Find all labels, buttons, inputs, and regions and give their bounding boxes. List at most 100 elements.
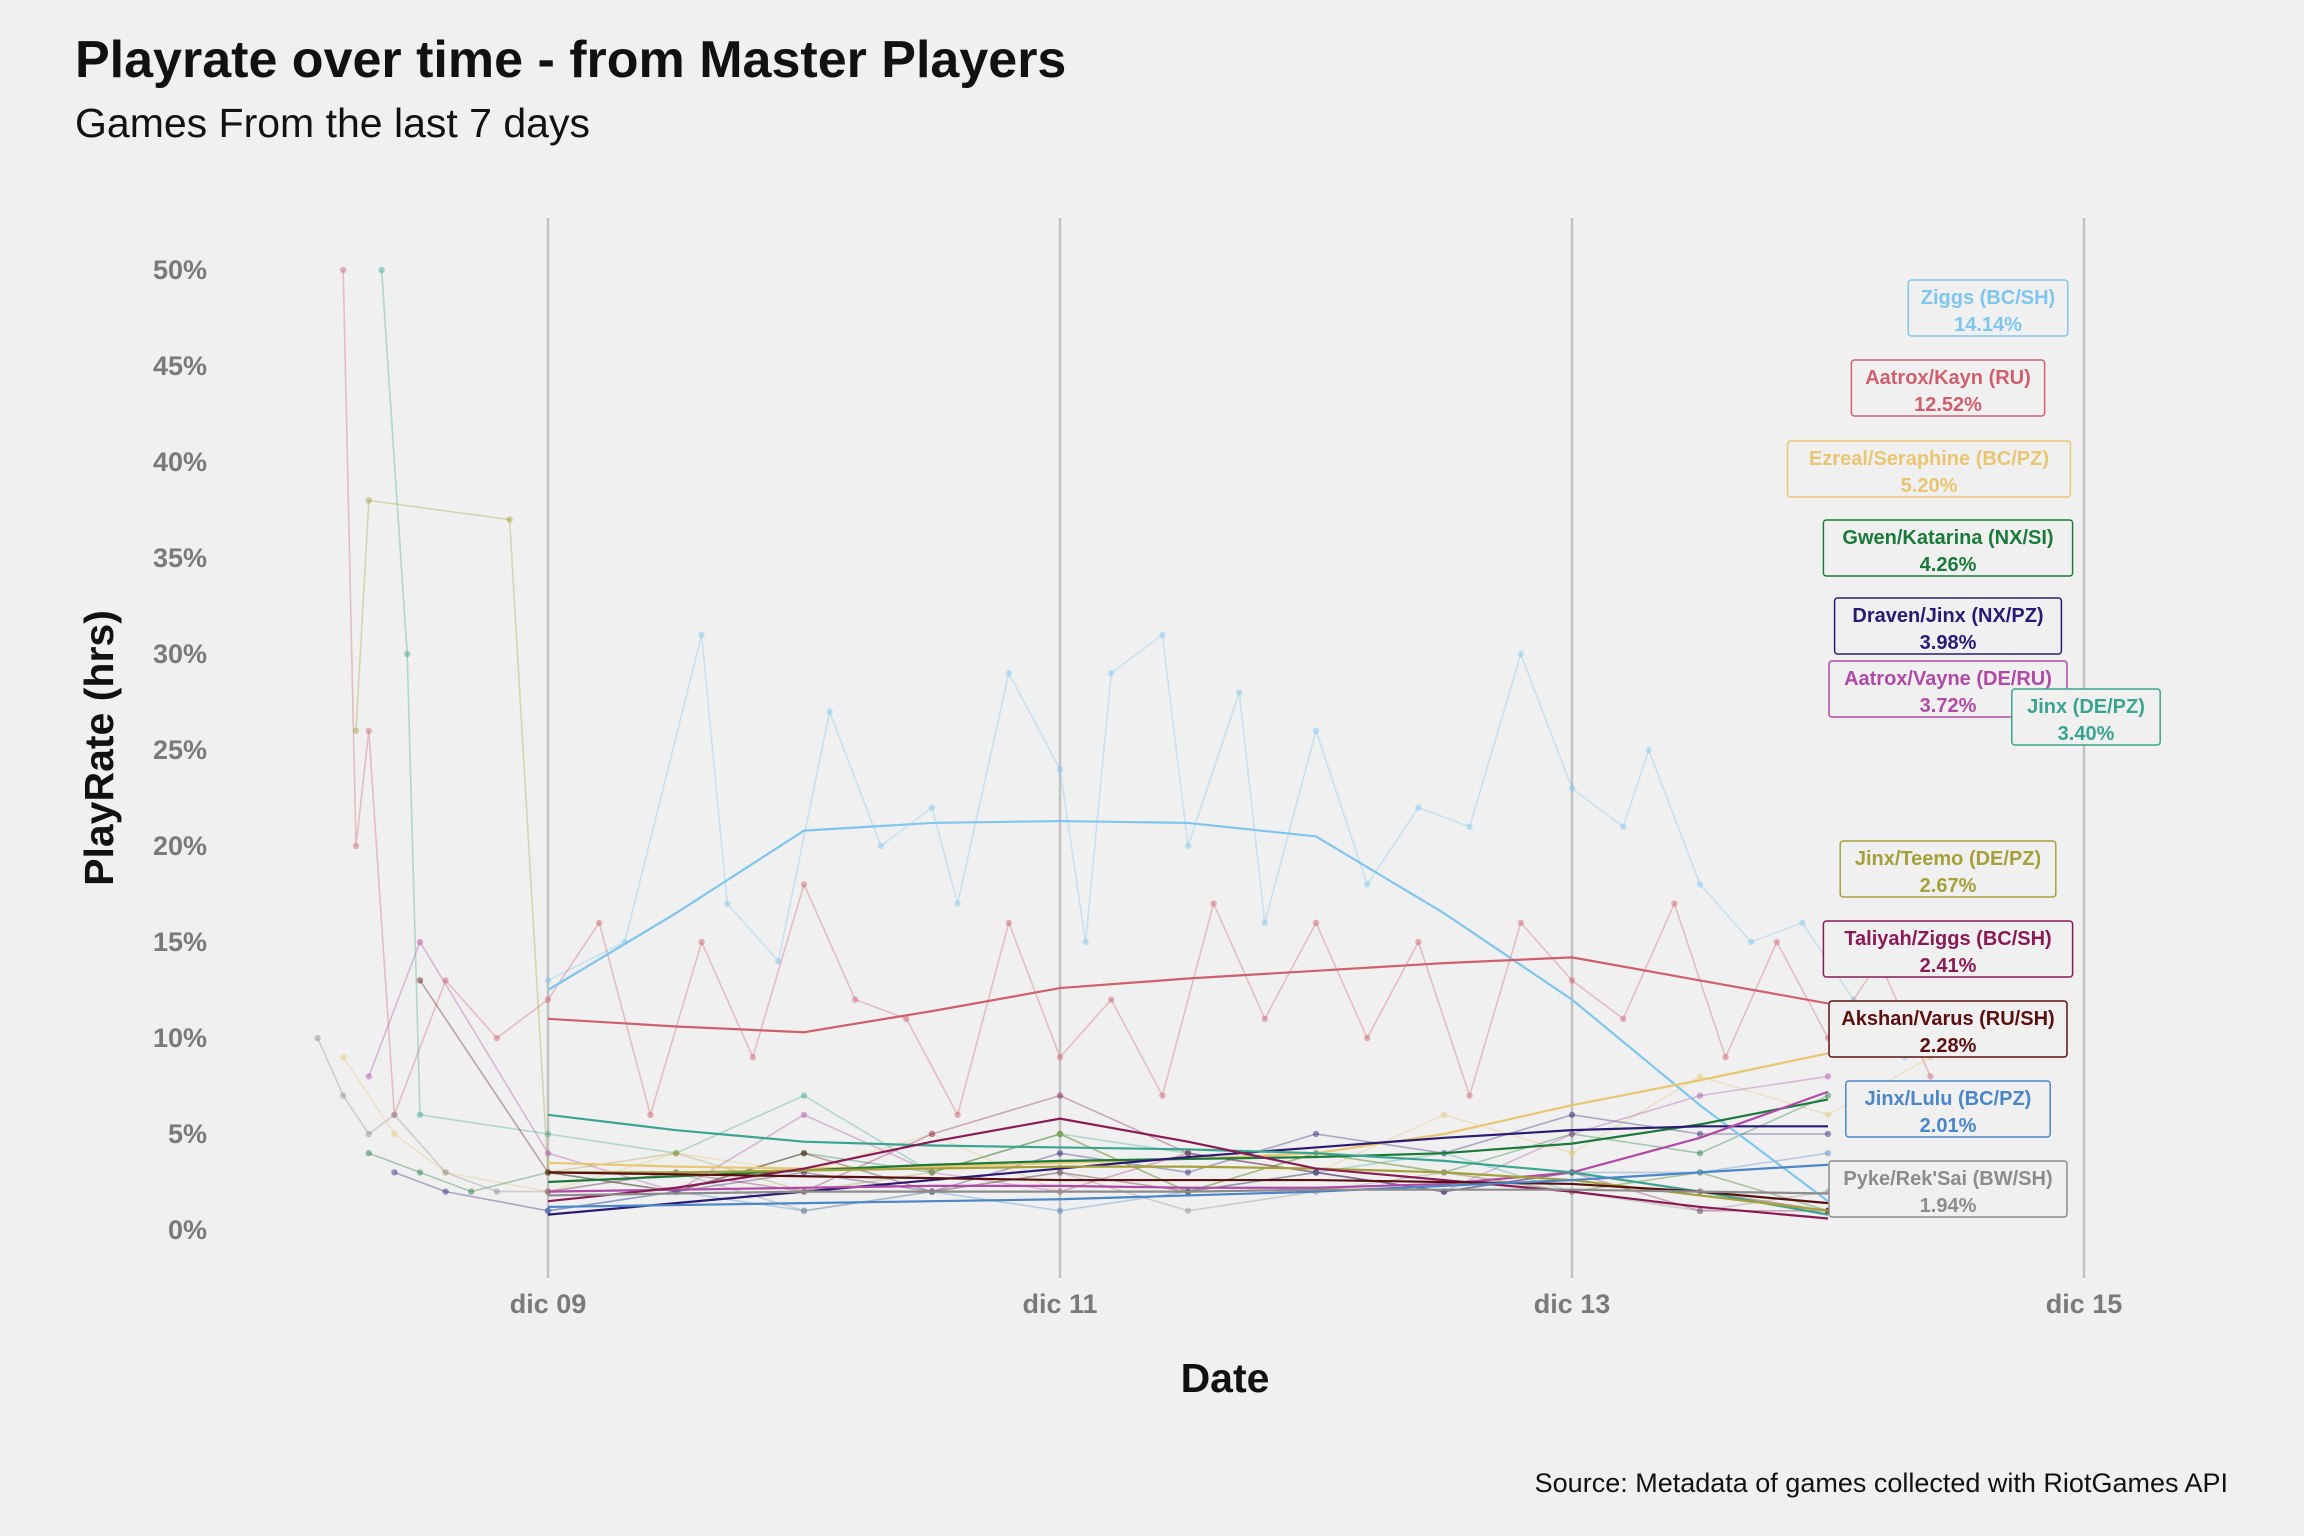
series-name-label: Jinx/Teemo (DE/PZ): [1855, 848, 2041, 870]
raw-data-point: [698, 631, 705, 638]
raw-data-point: [416, 977, 424, 984]
raw-data-point: [1696, 1207, 1704, 1215]
raw-data-point: [1236, 689, 1243, 696]
y-tick-label: 45%: [153, 351, 207, 381]
raw-data-point: [954, 1111, 961, 1119]
raw-data-point: [442, 1188, 449, 1195]
raw-data-point: [1159, 631, 1166, 638]
series-end-label-box: [1845, 1080, 2051, 1138]
series-name-label: Aatrox/Vayne (DE/RU): [1844, 668, 2052, 690]
raw-data-point: [391, 1111, 398, 1119]
raw-data-point: [1261, 1015, 1269, 1022]
y-tick-label: 35%: [153, 543, 207, 573]
raw-data-point: [672, 1150, 680, 1157]
x-tick-label: dic 15: [2046, 1289, 2123, 1319]
raw-data-point: [1184, 1169, 1192, 1176]
trend-line: [547, 1090, 1829, 1193]
raw-data-point: [877, 842, 884, 850]
raw-data-point: [1620, 823, 1627, 830]
trend-line: [547, 1113, 1829, 1216]
raw-data-point: [1056, 1150, 1064, 1157]
raw-data-point: [800, 1207, 808, 1215]
raw-data-point: [1568, 1150, 1576, 1157]
raw-data-point: [506, 516, 513, 523]
raw-data-point: [1696, 1092, 1704, 1099]
trend-lines-layer: [547, 819, 1829, 1220]
raw-data-point: [352, 727, 360, 734]
raw-series-line: [547, 633, 1906, 1058]
raw-data-point: [1568, 1130, 1576, 1138]
raw-data-point: [544, 977, 552, 984]
axes-layer: dic 09 dic 11 dic 13 dic 15 0% 5% 10% 15% 20% 25%…: [153, 255, 2122, 1319]
raw-series-line: [342, 269, 1932, 1118]
series-name-label: Jinx/Lulu (BC/PZ): [1865, 1088, 2032, 1110]
raw-data-point: [1312, 727, 1320, 734]
raw-data-point: [775, 958, 782, 965]
series-name-label: Jinx (DE/PZ): [2027, 696, 2145, 718]
raw-data-point: [1927, 1073, 1934, 1080]
raw-data-point: [1645, 746, 1653, 754]
raw-data-point: [1440, 1111, 1448, 1119]
raw-data-point: [928, 1169, 936, 1176]
y-tick-label: 0%: [168, 1215, 207, 1245]
series-value-label: 12.52%: [1914, 394, 1982, 416]
raw-data-point: [1568, 977, 1576, 984]
raw-data-point: [365, 1073, 372, 1080]
raw-data-point: [1184, 1150, 1192, 1157]
raw-data-point: [1824, 1130, 1832, 1138]
raw-series-line: [316, 1037, 1957, 1212]
raw-data-point: [1056, 1169, 1064, 1176]
trend-line: [547, 956, 1829, 1034]
raw-data-point: [1312, 1169, 1320, 1176]
raw-data-point: [1056, 1054, 1064, 1061]
series-name-label: Aatrox/Kayn (RU): [1865, 367, 2031, 389]
raw-data-point: [1056, 1130, 1064, 1138]
raw-data-point: [749, 1054, 756, 1061]
series-name-label: Ziggs (BC/SH): [1921, 287, 2055, 309]
raw-data-point: [340, 1054, 347, 1061]
raw-data-point: [1312, 919, 1320, 926]
y-tick-label: 50%: [153, 255, 207, 285]
series-name-label: Ezreal/Seraphine (BC/PZ): [1809, 448, 2049, 470]
raw-data-point: [1568, 1111, 1576, 1119]
series-name-label: Taliyah/Ziggs (BC/SH): [1844, 928, 2051, 950]
raw-data-point: [928, 804, 936, 811]
raw-data-point: [1773, 938, 1781, 946]
raw-data-point: [1568, 785, 1576, 792]
series-value-label: 3.40%: [2058, 723, 2115, 745]
raw-data-point: [928, 1169, 936, 1176]
raw-data-point: [1056, 766, 1064, 773]
series-value-label: 2.28%: [1920, 1035, 1977, 1057]
x-tick-label: dic 11: [1022, 1289, 1097, 1319]
raw-data-point: [928, 1130, 936, 1138]
x-tick-label: dic 09: [510, 1289, 587, 1319]
raw-data-point: [1568, 1130, 1576, 1138]
y-tick-label: 10%: [153, 1023, 207, 1053]
raw-data-point: [1415, 804, 1422, 811]
x-axis-title: Date: [1181, 1355, 1270, 1401]
raw-data-point: [468, 1188, 475, 1195]
series-end-label: Akshan/Varus (RU/SH) 2.28%: [1828, 1000, 2068, 1058]
raw-data-point: [544, 996, 552, 1003]
raw-data-point: [1056, 1169, 1064, 1176]
series-end-label: Pyke/Rek'Sai (BW/SH) 1.94%: [1828, 1160, 2068, 1218]
series-end-label: Aatrox/Kayn (RU) 12.52%: [1850, 359, 2046, 417]
raw-data-point: [365, 1130, 372, 1138]
raw-data-point: [391, 1130, 398, 1138]
raw-data-point: [800, 1150, 808, 1157]
gridlines: [546, 218, 2086, 1278]
y-tick-label: 30%: [153, 639, 207, 669]
raw-data-point: [1364, 1034, 1371, 1042]
raw-data-point: [442, 1169, 449, 1176]
series-name-label: Gwen/Katarina (NX/SI): [1842, 527, 2053, 549]
raw-data-point: [1312, 1169, 1320, 1176]
trend-line: [547, 819, 1829, 1203]
raw-data-point: [416, 1169, 424, 1176]
trend-line: [547, 1171, 1829, 1205]
series-end-label-box: [1907, 279, 2069, 337]
raw-series-line: [355, 499, 1829, 1212]
raw-series-line: [380, 269, 1829, 1212]
raw-data-point: [724, 900, 731, 907]
x-tick-label: dic 13: [1534, 1289, 1611, 1319]
end-labels-layer: Ziggs (BC/SH) 14.14% Aatrox/Kayn (RU) 12.52…: [1786, 279, 2161, 1218]
